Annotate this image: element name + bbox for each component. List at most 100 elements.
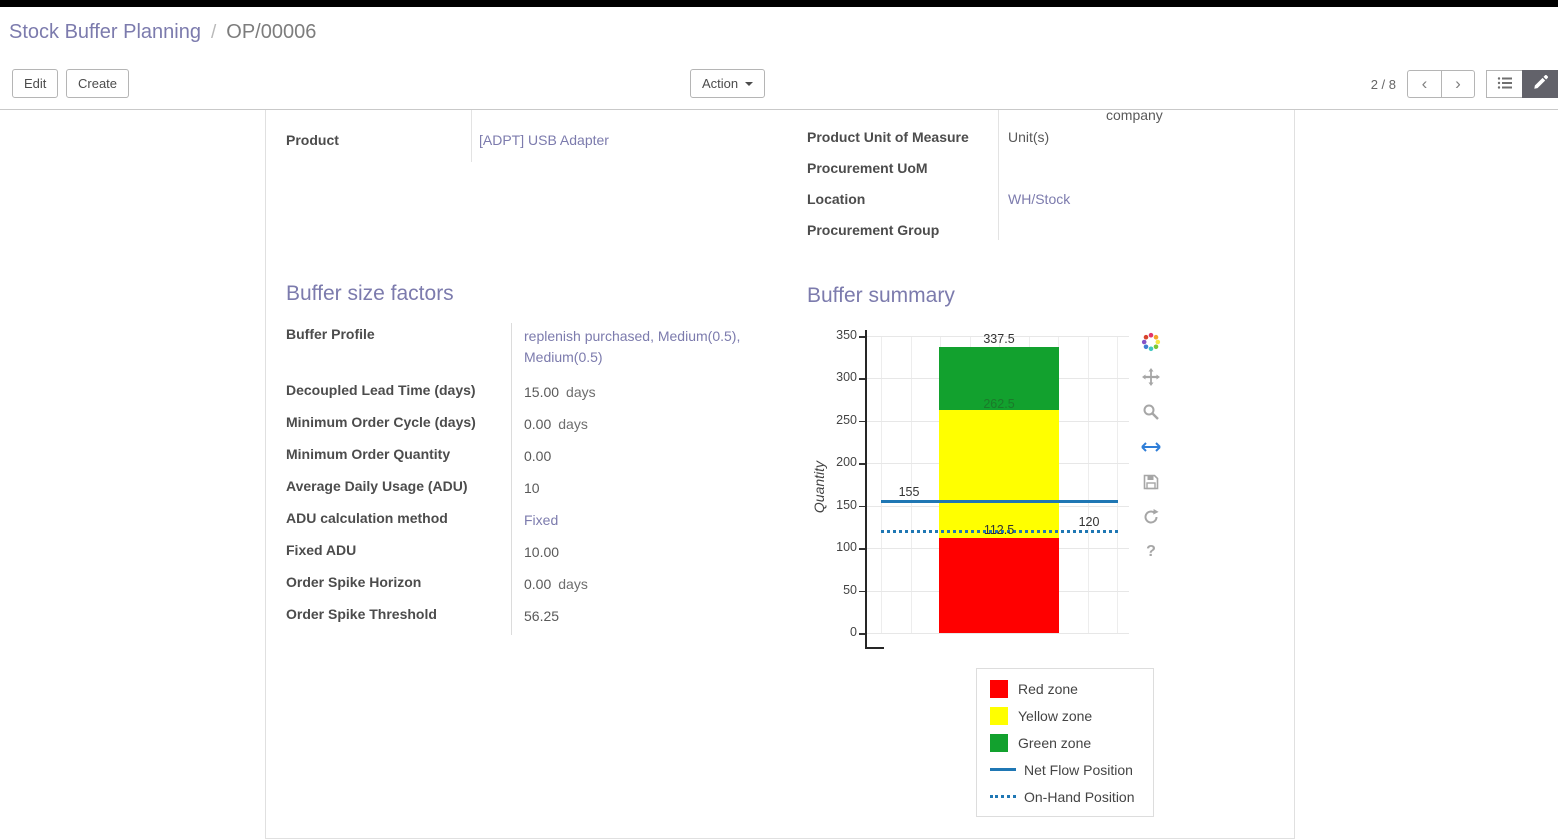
zone-value-label: 112.5	[983, 522, 1015, 537]
y-tick-label: 200	[836, 455, 857, 470]
control-panel: Edit Create Action 2 / 8 ‹ ›	[0, 58, 1558, 110]
column-divider	[471, 110, 472, 162]
legend-label: On-Hand Position	[1024, 788, 1135, 805]
pager-nav: ‹ ›	[1407, 70, 1475, 98]
top-right-field-group: Product Unit of Measure Unit(s) Procuremen…	[807, 126, 1287, 250]
field-row: ADU calculation method Fixed	[286, 507, 796, 539]
y-tick-label: 100	[836, 540, 857, 555]
v-gridline	[881, 336, 882, 633]
chart-plot-area: 350 300 250 200 150 100 50 0 337.5 262.5 112.5 155 1…	[809, 325, 1179, 665]
form-view-icon	[1533, 74, 1548, 93]
buffer-summary-title: Buffer summary	[807, 284, 955, 307]
chevron-left-icon: ‹	[1421, 74, 1428, 93]
field-value[interactable]: Fixed	[524, 512, 559, 528]
field-value	[998, 157, 1008, 188]
y-tick-mark	[859, 378, 865, 380]
legend-label: Net Flow Position	[1024, 761, 1133, 778]
y-tick-mark	[859, 633, 865, 635]
legend-swatch-square	[990, 733, 1008, 752]
field-value: 15.00	[524, 384, 560, 400]
create-button[interactable]: Create	[66, 69, 130, 98]
zone-bar-yellow-zone	[939, 410, 1059, 538]
y-tick-label: 50	[843, 582, 857, 597]
field-row: Decoupled Lead Time (days) 15.00 days	[286, 379, 796, 411]
field-value-cell: 56.25	[512, 603, 788, 635]
field-value-cell: 10.00	[512, 539, 788, 571]
v-gridline	[1087, 336, 1089, 633]
zone-bar-green-zone	[939, 346, 1059, 411]
field-label: Minimum Order Cycle (days)	[286, 411, 512, 443]
legend-item-red-zone[interactable]: Red zone	[977, 675, 1153, 702]
y-tick-label: 0	[850, 625, 857, 639]
legend-item-yellow-zone[interactable]: Yellow zone	[977, 702, 1153, 729]
pager-previous-button[interactable]: ‹	[1407, 70, 1441, 98]
zoom-icon[interactable]	[1140, 401, 1162, 423]
field-label: Fixed ADU	[286, 539, 512, 571]
field-value: Unit(s)	[1008, 129, 1050, 145]
field-value[interactable]: replenish purchased, Medium(0.5), Medium…	[524, 328, 741, 365]
field-row: Fixed ADU 10.00	[286, 539, 796, 571]
field-value: 10	[524, 480, 540, 496]
form-view-button[interactable]	[1522, 70, 1558, 98]
reset-icon[interactable]	[1140, 506, 1162, 528]
zone-value-label: 120	[1078, 515, 1100, 530]
chevron-right-icon: ›	[1455, 74, 1461, 93]
pager-value[interactable]: 2 / 8	[1370, 77, 1396, 92]
field-label: Order Spike Horizon	[286, 571, 512, 603]
field-value-cell: Fixed	[512, 507, 788, 539]
field-label: Buffer Profile	[286, 323, 512, 379]
product-field-label: Product	[286, 132, 339, 148]
field-row: Order Spike Threshold 56.25	[286, 603, 796, 635]
breadcrumb: Stock Buffer Planning / OP/00006	[0, 7, 1558, 58]
legend-item-green-zone[interactable]: Green zone	[977, 729, 1153, 756]
field-value: 0.00	[524, 416, 552, 432]
legend-item-net-flow-position[interactable]: Net Flow Position	[977, 756, 1153, 783]
buffer-size-factors-table: Buffer Profile replenish purchased, Mediu…	[286, 323, 796, 635]
breadcrumb-separator: /	[210, 21, 217, 43]
list-view-button[interactable]	[1486, 70, 1522, 98]
field-value[interactable]: WH/Stock	[1008, 191, 1071, 207]
save-icon[interactable]	[1140, 471, 1162, 493]
y-tick-label: 150	[836, 497, 857, 512]
v-gridline	[910, 336, 912, 633]
y-tick-label: 250	[836, 412, 857, 427]
on-hand-position-line	[881, 530, 1118, 534]
net-flow-position-line	[881, 500, 1118, 503]
pager-next-button[interactable]: ›	[1441, 70, 1475, 98]
buffer-summary-chart: 350 300 250 200 150 100 50 0 337.5 262.5 112.5 155 1…	[809, 325, 1179, 665]
breadcrumb-current: OP/00006	[226, 21, 317, 43]
field-label: Average Daily Usage (ADU)	[286, 475, 512, 507]
legend-label: Red zone	[1018, 680, 1078, 697]
field-row: Procurement UoM	[807, 157, 1287, 188]
field-label: Order Spike Threshold	[286, 603, 512, 635]
field-value-cell: 0.00 days	[512, 411, 788, 443]
list-view-icon	[1497, 76, 1513, 93]
zone-value-label: 337.5	[983, 331, 1015, 346]
field-value-cell: 0.00	[512, 443, 788, 475]
main-content-area: Product [ADPT] USB Adapter company Produ…	[0, 110, 1558, 839]
help-icon[interactable]: ?	[1146, 543, 1156, 560]
x-axis-line	[865, 647, 884, 649]
product-field-value-link[interactable]: [ADPT] USB Adapter	[479, 132, 609, 148]
form-sheet: Product [ADPT] USB Adapter company Produ…	[265, 110, 1295, 839]
chart-modebar: ?	[1138, 331, 1164, 563]
chart-legend: Red zone Yellow zone Green zone Net Flow Po…	[976, 668, 1154, 817]
plotly-logo-icon[interactable]	[1140, 331, 1162, 353]
top-nav-bar	[0, 0, 1558, 7]
h-gridline	[866, 336, 1129, 337]
field-label: Procurement Group	[807, 222, 940, 238]
view-switcher	[1486, 70, 1558, 98]
edit-button[interactable]: Edit	[12, 69, 59, 98]
breadcrumb-parent-link[interactable]: Stock Buffer Planning	[9, 21, 201, 43]
y-axis-line	[865, 330, 867, 648]
pan-icon[interactable]	[1140, 366, 1162, 388]
field-row: Order Spike Horizon 0.00 days	[286, 571, 796, 603]
legend-swatch-line	[990, 768, 1016, 771]
action-dropdown-button[interactable]: Action	[690, 69, 766, 98]
field-row: Location WH/Stock	[807, 188, 1287, 219]
action-label: Action	[702, 76, 739, 91]
autoscale-icon[interactable]	[1140, 436, 1162, 458]
field-value-cell: 15.00 days	[512, 379, 788, 411]
legend-item-on-hand-position[interactable]: On-Hand Position	[977, 783, 1153, 810]
legend-swatch-dots	[990, 795, 1016, 798]
